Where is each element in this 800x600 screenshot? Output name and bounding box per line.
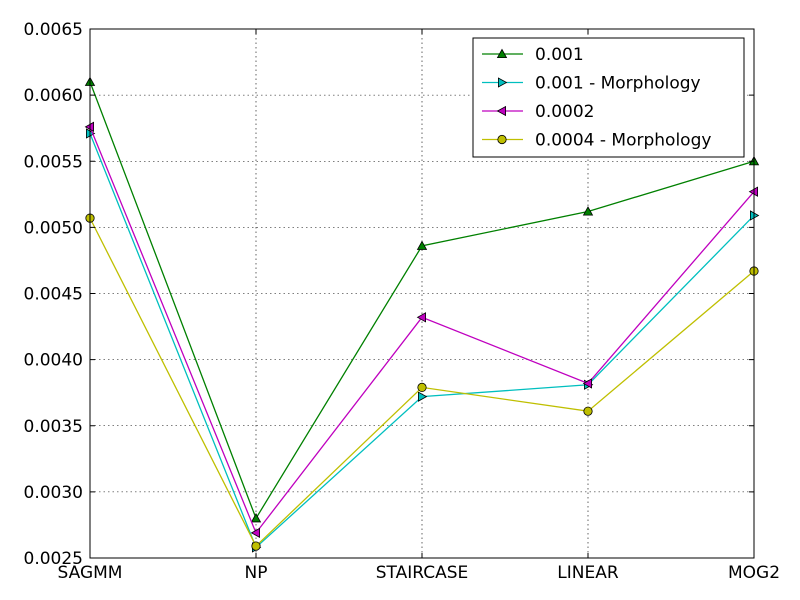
ticks: 0.0025 0.0030 0.0035 0.0040 0.0045 0.0050 0.00… — [24, 20, 781, 583]
legend-marker — [497, 134, 507, 145]
x-tick-label: NP — [245, 563, 268, 583]
y-tick-label: 0.0040 — [24, 351, 83, 371]
legend-box — [472, 37, 745, 158]
data-point — [417, 391, 428, 402]
x-tick-label: STAIRCASE — [376, 563, 469, 583]
legend-item: 0.0002 — [482, 102, 594, 122]
y-tick-label: 0.0030 — [24, 483, 83, 503]
y-tick-label: 0.0050 — [24, 218, 83, 238]
data-point — [583, 406, 593, 416]
data-point — [582, 378, 592, 389]
series-layer — [84, 76, 760, 553]
legend-marker — [497, 77, 508, 88]
x-tick-label: LINEAR — [557, 563, 619, 583]
series-1 — [86, 128, 760, 553]
data-point — [251, 541, 261, 551]
y-tick-label: 0.0035 — [24, 417, 83, 437]
y-tick-label: 0.0055 — [24, 152, 83, 172]
data-point — [416, 240, 428, 250]
data-point — [417, 382, 427, 392]
data-point — [250, 513, 262, 523]
x-tick-label: SAGMM — [58, 563, 123, 583]
y-tick-label: 0.0065 — [24, 20, 83, 40]
legend-marker — [496, 48, 508, 58]
legend-label: 0.0004 - Morphology — [535, 131, 711, 151]
y-tick-label: 0.0045 — [24, 285, 83, 305]
series-2 — [84, 121, 758, 539]
data-point — [416, 312, 427, 323]
legend-item: 0.001 — [482, 45, 584, 65]
data-point — [582, 206, 594, 216]
legend-item: 0.0004 - Morphology — [482, 131, 711, 151]
data-point — [250, 527, 261, 539]
legend-item: 0.001 - Morphology — [482, 74, 701, 94]
legend-marker — [496, 105, 507, 117]
y-tick-label: 0.0060 — [24, 86, 83, 106]
legend-label: 0.001 - Morphology — [535, 74, 701, 94]
legend: 0.001 0.001 - Morphology 0.0002 0.0004 - Mo… — [472, 37, 745, 158]
y-tick-label: 0.0025 — [24, 549, 83, 569]
legend-label: 0.0002 — [535, 102, 594, 122]
legend-label: 0.001 — [535, 45, 584, 65]
series-3 — [85, 213, 759, 551]
x-tick-label: MOG2 — [728, 563, 780, 583]
